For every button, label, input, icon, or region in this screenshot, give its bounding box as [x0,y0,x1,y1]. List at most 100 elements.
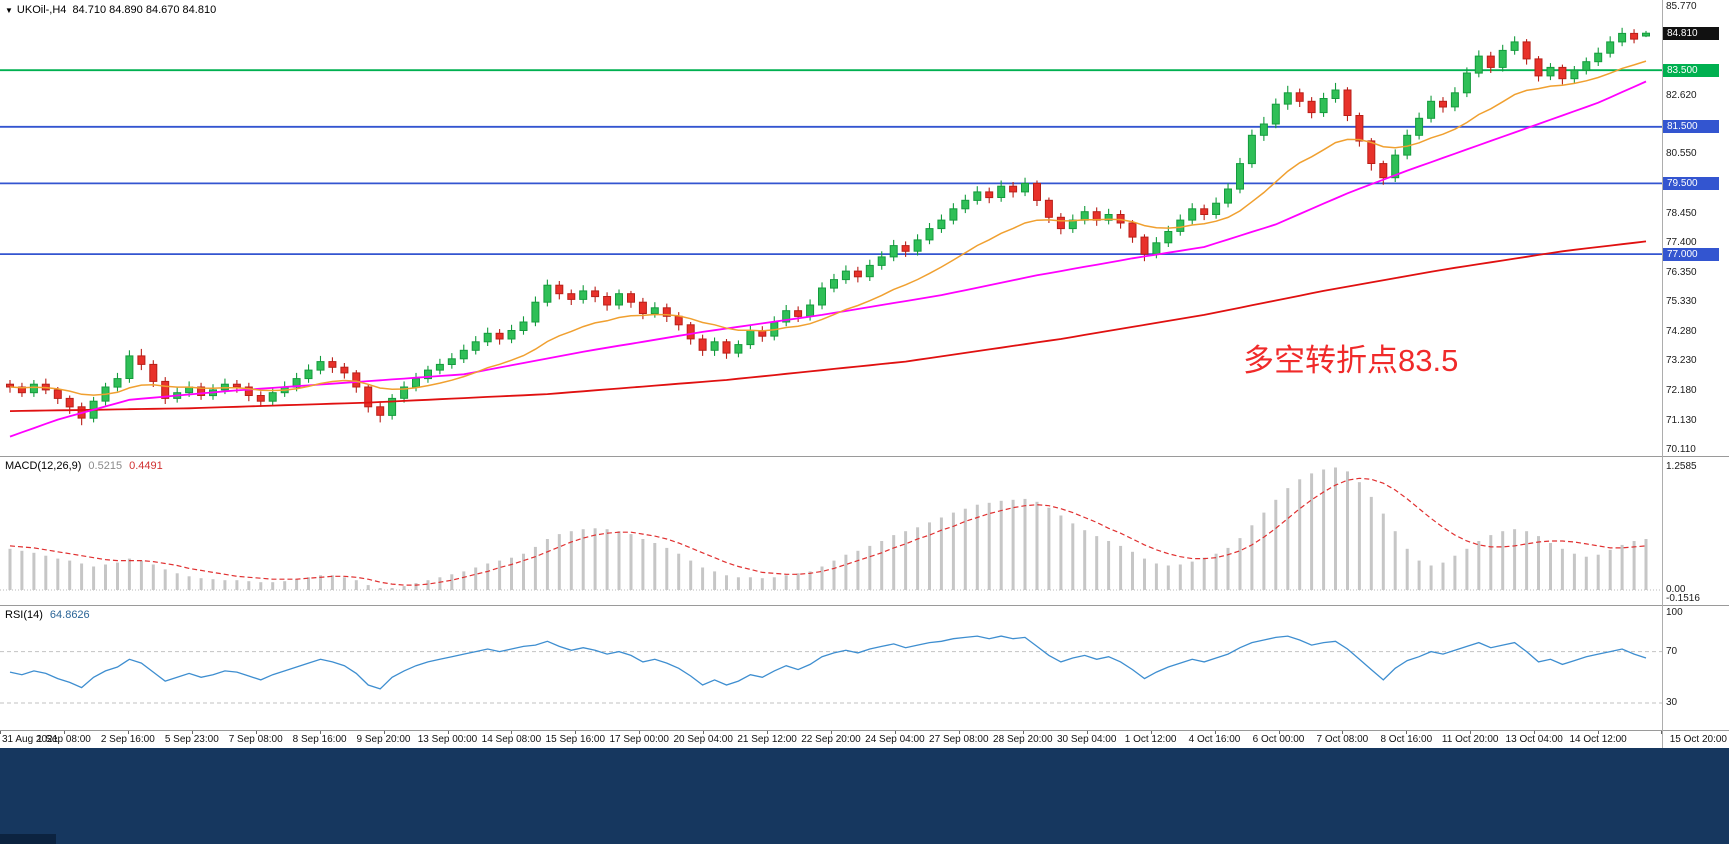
candle-body [1247,134,1256,165]
panel-divider[interactable] [0,456,1729,457]
candle-body [1594,52,1603,63]
rsi-scale-label: 70 [1666,645,1678,657]
macd-bar [1071,523,1075,590]
time-axis-label: 13 Oct 04:00 [1505,734,1563,745]
macd-bar [641,539,645,590]
macd-bar [163,569,167,590]
macd-bar [426,580,430,590]
candle-body [1236,163,1244,190]
candle-body [483,332,492,343]
time-axis-tick [1470,731,1472,734]
candle-body [722,341,731,354]
time-axis-label: 21 Sep 12:00 [737,734,797,745]
time-axis[interactable]: 31 Aug 2021 1 Sep 08:00 2 Sep 16:00 5 Sep 2… [0,731,1729,748]
macd-bar [665,547,669,590]
time-axis-tick [1086,731,1088,734]
macd-bar [581,529,585,590]
time-axis-label: 14 Sep 08:00 [481,734,542,745]
candle-body [925,228,934,241]
candle-body [1319,98,1328,114]
price-scale-label: 76.350 [1666,267,1697,278]
macd-bar [1035,501,1039,590]
macd-bar [1405,548,1409,590]
time-axis-label: 2 Sep 16:00 [100,734,155,745]
macd-bar [653,543,657,590]
macd-bar [569,531,573,590]
macd-bar [522,553,525,590]
macd-bar [1429,565,1433,590]
macd-bar [462,571,466,590]
time-axis-tick [894,731,896,734]
panel-divider[interactable] [0,605,1729,606]
candle-body [113,378,122,388]
macd-bar [56,558,60,590]
candle-body [877,256,886,266]
macd-bar [223,580,227,590]
macd-bar [1250,525,1254,590]
macd-chart-canvas[interactable] [0,457,1729,605]
macd-bar [856,550,860,590]
macd-bar [928,522,931,590]
chart-symbol-timeframe: UKOil-,H4 [16,4,67,16]
bottom-bar [0,748,1729,844]
price-tag-current: 84.810 [1663,26,1719,40]
time-axis-tick [255,731,257,734]
candle-body [459,349,468,360]
macd-bar [307,577,310,590]
time-axis-tick [1214,731,1216,734]
ma-fast-line [9,60,1647,396]
price-scale-label: 80.550 [1666,148,1697,160]
macd-bar [748,577,752,590]
candle-body [1200,208,1209,216]
time-axis-label: 30 Sep 04:00 [1056,734,1117,745]
candle-body [1212,202,1221,215]
chart-dropdown-icon[interactable]: ▼ [5,6,13,15]
macd-scale-label: 0.00 [1666,584,1686,595]
candle-body [985,191,994,199]
candle-body [949,208,958,221]
candle-body [149,363,158,382]
candle-body [818,287,826,306]
macd-bar [1095,536,1099,590]
macd-bar [1214,553,1218,590]
candle-body [304,369,313,380]
macd-scale-label: 1.2585 [1666,460,1697,472]
candle-body [232,383,241,388]
time-axis-label: 11 Oct 20:00 [1441,734,1499,745]
macd-bar [414,583,418,590]
macd-bar [474,567,478,590]
macd-bar [1357,482,1361,590]
time-axis-tick [767,731,769,734]
macd-bar [832,560,836,590]
macd-bar [999,500,1003,590]
price-scale-label: 71.130 [1666,414,1697,426]
time-axis-tick [639,731,641,734]
macd-bar [1393,531,1397,590]
macd-bar [1453,555,1457,590]
candle-body [244,386,253,396]
panel-divider [0,730,1729,731]
candle-body [376,406,385,416]
candle-body [197,386,206,396]
candle-body [782,310,791,323]
candlestick-chart-canvas[interactable] [0,0,1729,456]
time-axis-tick [63,731,65,734]
chart-title: ▼ UKOil-,H4 84.710 84.890 84.670 84.810 [5,4,216,16]
time-axis-tick [958,731,960,734]
candle-body [1570,69,1579,80]
macd-bar [390,588,394,590]
time-axis-tick [703,731,705,734]
macd-bar [1023,498,1027,590]
price-scale-label: 70.110 [1666,443,1696,455]
price-tag-blue: 77.000 [1663,247,1719,261]
macd-bar [32,552,36,590]
rsi-scale-label: 100 [1666,607,1683,618]
candle-body [1415,117,1424,136]
macd-bar [199,578,203,590]
candle-body [447,358,456,365]
time-axis-tick [1534,731,1536,734]
time-axis-label: 22 Sep 20:00 [801,734,861,745]
rsi-chart-canvas[interactable] [0,606,1729,730]
macd-bar [92,566,96,590]
macd-bar [1584,556,1588,590]
